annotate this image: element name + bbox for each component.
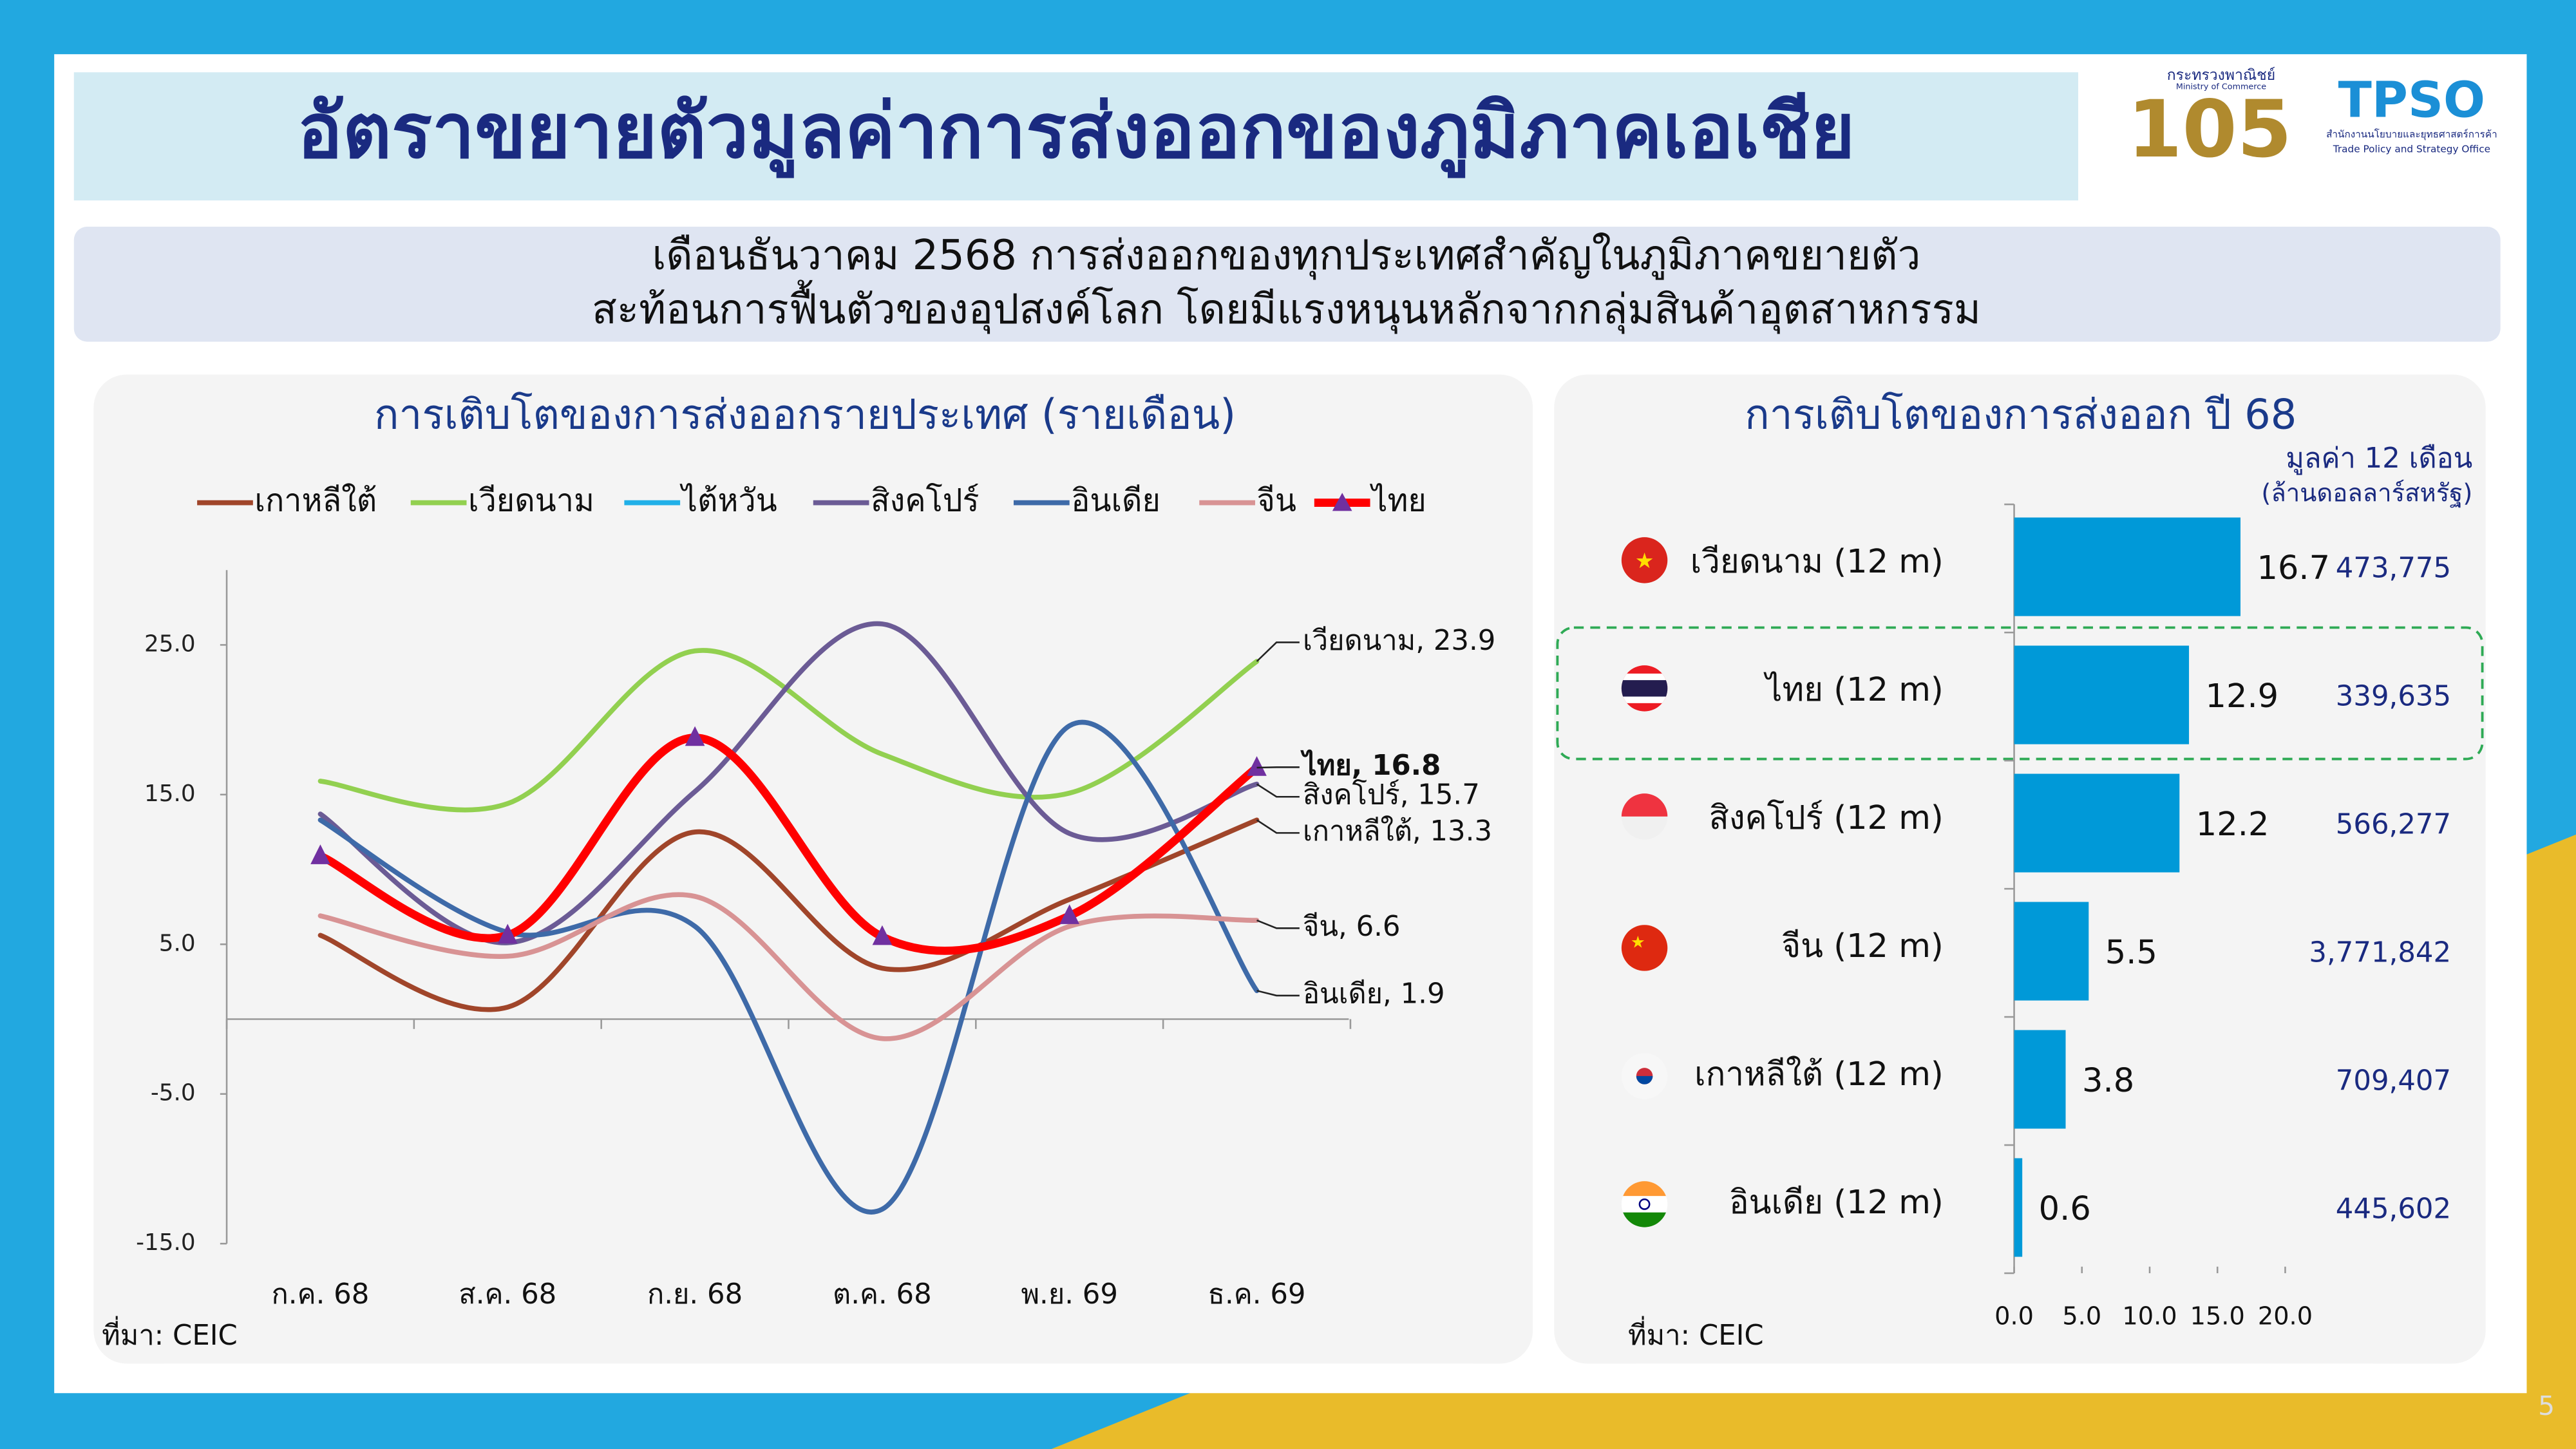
x-tick-label: 10.0 (2122, 1302, 2177, 1331)
flag-india (1621, 1181, 1668, 1227)
flag-korea (1621, 1053, 1668, 1099)
bar (2014, 645, 2190, 744)
svg-text:★: ★ (1635, 548, 1654, 573)
highlight-box (1556, 626, 2484, 761)
series-line (316, 734, 1261, 955)
data-label: 0.6 (2039, 1190, 2091, 1228)
x-tick-label: 20.0 (2258, 1302, 2313, 1331)
category-label: เกาหลีใต้ (12 m) (1694, 1056, 1944, 1094)
data-point (1059, 904, 1080, 924)
data-point (1247, 756, 1267, 776)
logo-ministry-en: Ministry of Commerce (2176, 82, 2266, 92)
annual-value: 339,635 (2336, 681, 2451, 713)
bar (2014, 1030, 2066, 1129)
data-label: ไทย, 16.8 (1300, 749, 1441, 782)
category-label: สิงคโปร์ (12 m) (1709, 799, 1944, 837)
annual-value: 709,407 (2336, 1065, 2451, 1097)
page-title: อัตราขยายตัวมูลค่าการส่งออกของภูมิภาคเอเ… (297, 87, 1855, 178)
label-leader (1256, 990, 1300, 997)
subtitle-line: เดือนธันวาคม 2568 การส่งออกของทุกประเทศส… (652, 232, 1920, 280)
logo-tpso: TPSO (2338, 72, 2485, 129)
flag-thailand (1621, 665, 1668, 712)
y-tick-label: 5.0 (159, 930, 196, 956)
tpso-logo: TPSO สำนักงานนโยบายและยุทธศาสตร์การค้า T… (2326, 72, 2497, 155)
y-tick-label: -15.0 (136, 1229, 195, 1256)
flag-china: ★ (1621, 925, 1668, 971)
title-band (73, 72, 2079, 201)
logo-ministry-th: กระทรวงพาณิชย์ (2167, 66, 2275, 84)
legend-label: จีน (1257, 483, 1297, 519)
flag-vietnam: ★ (1621, 537, 1668, 583)
y-tick-label: 25.0 (144, 630, 196, 657)
legend-label: อินเดีย (1071, 483, 1160, 519)
x-tick-label: 5.0 (2062, 1302, 2101, 1331)
legend-label: เกาหลีใต้ (254, 483, 377, 519)
logo-anniversary: 105 (2127, 83, 2292, 175)
annual-value: 566,277 (2336, 809, 2451, 841)
legend-label: ไทย (1369, 483, 1426, 519)
y-tick-label: 15.0 (144, 781, 196, 807)
svg-text:★: ★ (1631, 933, 1645, 952)
label-leader (1256, 641, 1300, 662)
page-number: 5 (2538, 1390, 2555, 1421)
legend-label: ไต้หวัน (679, 483, 777, 519)
legend-label: สิงคโปร์ (871, 483, 979, 519)
label-leader (1256, 919, 1300, 929)
data-point (872, 925, 893, 945)
annual-value-title: มูลค่า 12 เดือน (2286, 442, 2472, 475)
x-tick-label: 0.0 (1994, 1302, 2034, 1331)
bar (2014, 517, 2241, 616)
data-label: เกาหลีใต้, 13.3 (1303, 815, 1492, 848)
chart-title: การเติบโตของการส่งออก ปี 68 (1745, 392, 2297, 439)
logo-tpso-en: Trade Policy and Strategy Office (2333, 144, 2490, 155)
data-label: สิงคโปร์, 15.7 (1303, 779, 1480, 811)
subtitle-line: สะท้อนการฟื้นตัวของอุปสงค์โลก โดยมีแรงหน… (592, 279, 1981, 334)
x-tick-label: ส.ค. 68 (459, 1278, 556, 1311)
annual-value: 3,771,842 (2309, 937, 2451, 969)
category-label: จีน (12 m) (1781, 927, 1944, 965)
logo-tpso-th: สำนักงานนโยบายและยุทธศาสตร์การค้า (2326, 129, 2497, 141)
chart-title: การเติบโตของการส่งออกรายประเทศ (รายเดือน… (374, 392, 1236, 439)
series-line (317, 817, 1260, 1012)
x-tick-label: ธ.ค. 69 (1208, 1278, 1306, 1311)
category-label: ไทย (12 m) (1763, 671, 1944, 709)
label-leader (1256, 766, 1300, 769)
category-label: อินเดีย (12 m) (1729, 1184, 1944, 1222)
bar (2014, 902, 2089, 1001)
category-label: เวียดนาม (12 m) (1690, 543, 1944, 581)
data-label: 3.8 (2082, 1062, 2134, 1100)
annual-value: 445,602 (2336, 1193, 2451, 1226)
legend-marker (1332, 493, 1352, 511)
data-point (310, 844, 330, 864)
data-label: จีน, 6.6 (1303, 911, 1401, 943)
legend-label: เวียดนาม (468, 483, 594, 519)
annual-value-unit: (ล้านดอลลาร์สหรัฐ) (2261, 478, 2472, 507)
series-line (317, 892, 1260, 1041)
data-label: เวียดนาม, 23.9 (1303, 625, 1495, 657)
data-label: 12.9 (2206, 677, 2279, 715)
label-leader (1256, 783, 1300, 798)
data-point (497, 923, 518, 944)
source-note: ที่มา: CEIC (1628, 1316, 1764, 1352)
x-tick-label: ก.ค. 68 (272, 1278, 370, 1311)
data-label: 5.5 (2105, 934, 2157, 972)
x-tick-label: 15.0 (2190, 1302, 2245, 1331)
data-label: อินเดีย, 1.9 (1303, 978, 1445, 1010)
x-tick-label: ต.ค. 68 (833, 1278, 932, 1311)
data-point (685, 726, 705, 746)
annual-value: 473,775 (2336, 553, 2451, 585)
x-tick-label: พ.ย. 69 (1021, 1278, 1118, 1311)
bar (2014, 1158, 2023, 1257)
source-note: ที่มา: CEIC (102, 1316, 238, 1352)
ministry-logo: 105 กระทรวงพาณิชย์ Ministry of Commerce (2127, 66, 2292, 175)
label-leader (1256, 819, 1300, 834)
x-tick-label: ก.ย. 68 (647, 1278, 743, 1311)
bar (2014, 773, 2180, 873)
y-tick-label: -5.0 (151, 1080, 196, 1106)
data-label: 16.7 (2257, 549, 2331, 587)
data-label: 12.2 (2196, 806, 2269, 844)
subtitle-box (73, 227, 2501, 342)
